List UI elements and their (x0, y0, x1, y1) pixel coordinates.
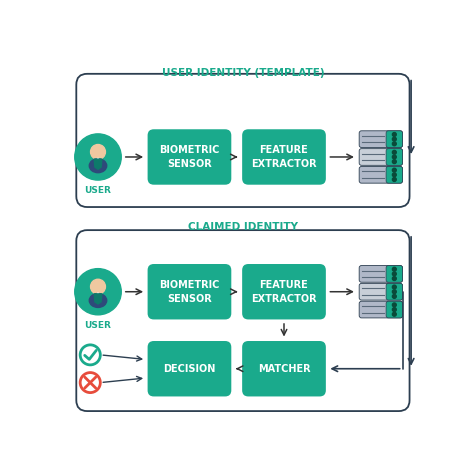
FancyBboxPatch shape (242, 341, 326, 396)
Circle shape (80, 345, 100, 365)
Circle shape (392, 285, 396, 289)
Ellipse shape (89, 293, 107, 308)
Circle shape (392, 150, 396, 154)
FancyBboxPatch shape (242, 264, 326, 319)
Circle shape (91, 145, 105, 159)
Circle shape (392, 272, 396, 276)
Polygon shape (94, 159, 102, 169)
Circle shape (392, 142, 396, 146)
Text: BIOMETRIC
SENSOR: BIOMETRIC SENSOR (159, 280, 219, 304)
Circle shape (392, 312, 396, 316)
Text: FEATURE
EXTRACTOR: FEATURE EXTRACTOR (251, 280, 317, 304)
Circle shape (75, 269, 121, 315)
Circle shape (392, 160, 396, 164)
Circle shape (75, 134, 121, 180)
Circle shape (392, 303, 396, 307)
FancyBboxPatch shape (386, 301, 402, 318)
Text: USER IDENTITY (TEMPLATE): USER IDENTITY (TEMPLATE) (162, 68, 324, 78)
Text: DECISION: DECISION (163, 364, 216, 374)
FancyBboxPatch shape (242, 129, 326, 185)
Circle shape (392, 277, 396, 281)
FancyBboxPatch shape (147, 129, 231, 185)
FancyBboxPatch shape (359, 149, 402, 165)
Polygon shape (96, 293, 98, 300)
Text: MATCHER: MATCHER (258, 364, 310, 374)
FancyBboxPatch shape (359, 283, 402, 300)
Ellipse shape (89, 159, 107, 173)
Text: BIOMETRIC
SENSOR: BIOMETRIC SENSOR (159, 145, 219, 169)
Polygon shape (96, 158, 98, 165)
FancyBboxPatch shape (147, 341, 231, 396)
Circle shape (392, 173, 396, 177)
Text: CLAIMED IDENTITY: CLAIMED IDENTITY (188, 222, 298, 232)
FancyBboxPatch shape (147, 264, 231, 319)
FancyBboxPatch shape (386, 149, 402, 165)
FancyBboxPatch shape (386, 265, 402, 282)
Circle shape (392, 178, 396, 182)
Text: FEATURE
EXTRACTOR: FEATURE EXTRACTOR (251, 145, 317, 169)
FancyBboxPatch shape (359, 131, 402, 147)
Polygon shape (94, 294, 102, 304)
FancyBboxPatch shape (359, 166, 402, 183)
Circle shape (392, 155, 396, 159)
Circle shape (392, 137, 396, 141)
FancyBboxPatch shape (386, 283, 402, 300)
FancyBboxPatch shape (359, 265, 402, 282)
FancyBboxPatch shape (386, 166, 402, 183)
Circle shape (392, 290, 396, 294)
Circle shape (392, 168, 396, 172)
Circle shape (392, 267, 396, 271)
Text: USER: USER (84, 321, 111, 330)
Circle shape (392, 308, 396, 311)
Circle shape (80, 373, 100, 392)
FancyBboxPatch shape (386, 131, 402, 147)
Circle shape (392, 294, 396, 298)
Circle shape (392, 133, 396, 137)
Circle shape (91, 279, 105, 294)
Text: USER: USER (84, 186, 111, 195)
Polygon shape (98, 158, 100, 165)
FancyBboxPatch shape (359, 301, 402, 318)
Polygon shape (98, 293, 100, 300)
